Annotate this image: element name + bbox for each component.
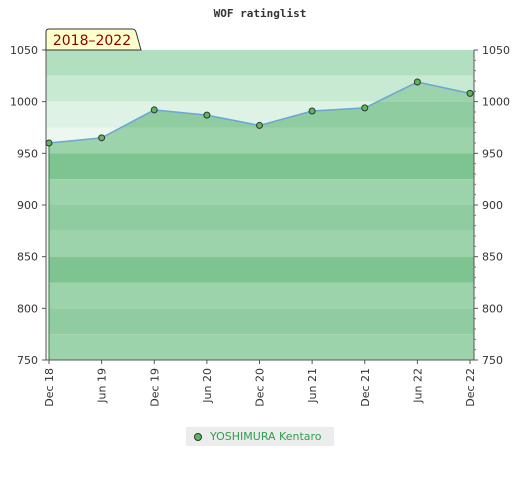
- y-tick-label-left: 900: [17, 199, 38, 212]
- x-tick-label: Dec 20: [254, 368, 267, 407]
- x-tick-label: Jun 19: [96, 368, 109, 404]
- data-point: [413, 78, 421, 86]
- data-point: [361, 104, 369, 112]
- chart-marks: [45, 78, 474, 360]
- range-label-shape: [45, 28, 142, 51]
- y-tick-label-left: 1050: [10, 44, 38, 57]
- data-point: [98, 134, 106, 142]
- chart-axes: 750 750 800 800 850 850 900 900 950 950 1000 1000 10…: [10, 44, 510, 407]
- area-band: [49, 256, 474, 283]
- y-tick-label-left: 750: [17, 354, 38, 367]
- legend: YOSHIMURA Kentaro: [186, 427, 334, 446]
- range-label: 2018–2022: [53, 33, 131, 49]
- range-label-box: 2018–2022: [45, 28, 142, 51]
- x-tick-label: Dec 22: [464, 368, 477, 407]
- y-tick-label-left: 850: [17, 251, 38, 264]
- y-tick-label-right: 800: [482, 302, 503, 315]
- y-tick-label-left: 950: [17, 147, 38, 160]
- x-tick-label: Dec 21: [359, 368, 372, 407]
- data-point: [203, 111, 211, 119]
- area-band: [49, 205, 474, 231]
- chart-title: WOF ratinglist: [214, 7, 307, 20]
- area-band: [49, 308, 474, 335]
- data-point: [150, 106, 158, 114]
- data-point: [466, 89, 474, 97]
- data-point: [308, 107, 316, 115]
- y-tick-label-left: 1000: [10, 96, 38, 109]
- area-band: [49, 127, 474, 154]
- y-tick-label-right: 1000: [482, 96, 510, 109]
- area-band: [49, 334, 474, 360]
- y-tick-label-left: 800: [17, 302, 38, 315]
- x-tick-label: Jun 22: [411, 368, 424, 404]
- y-tick-label-right: 850: [482, 251, 503, 264]
- y-tick-label-right: 1050: [482, 44, 510, 57]
- legend-marker-icon: [194, 432, 202, 441]
- x-tick-label: Dec 18: [43, 368, 56, 407]
- data-point: [45, 139, 53, 147]
- legend-label: YOSHIMURA Kentaro: [210, 430, 322, 443]
- y-tick-label-right: 750: [482, 354, 503, 367]
- x-tick-label: Jun 20: [201, 368, 214, 404]
- background-band: [46, 50, 474, 76]
- area-band: [49, 282, 474, 309]
- y-tick-label-right: 900: [482, 199, 503, 212]
- x-tick-label: Dec 19: [148, 368, 161, 407]
- x-tick-label: Jun 21: [306, 368, 319, 404]
- area-band: [49, 153, 474, 180]
- area-band: [49, 230, 474, 257]
- area-band: [49, 179, 474, 205]
- y-tick-label-right: 950: [482, 147, 503, 160]
- data-point: [256, 121, 263, 129]
